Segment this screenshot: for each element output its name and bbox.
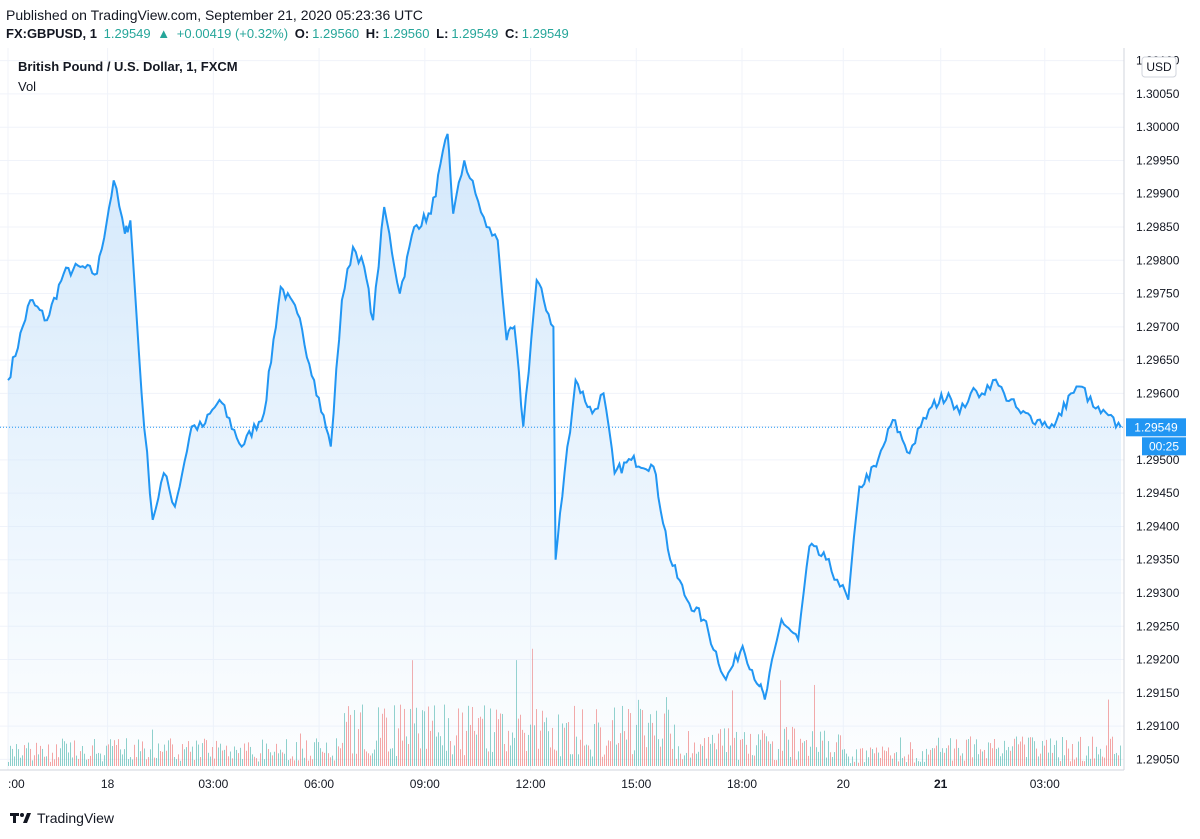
chart-title: British Pound / U.S. Dollar, 1, FXCM bbox=[18, 59, 238, 74]
time-tick-label: 06:00 bbox=[304, 777, 334, 791]
price-tick-label: 1.29350 bbox=[1136, 553, 1180, 567]
time-tick-label: 21 bbox=[934, 777, 948, 791]
tradingview-brand: TradingView bbox=[37, 810, 115, 826]
price-line bbox=[7, 133, 1122, 700]
price-tick-label: 1.29500 bbox=[1136, 453, 1180, 467]
last-price-tag-value: 1.29549 bbox=[1134, 420, 1178, 434]
price-tick-label: 1.29650 bbox=[1136, 353, 1180, 367]
price-tick-label: 1.30000 bbox=[1136, 120, 1180, 134]
currency-box: USD bbox=[1141, 56, 1177, 78]
symbol-label: FX:GBPUSD, 1 bbox=[6, 26, 98, 41]
time-axis: :00 18 03:00 06:00 09:00 12:00 15:00 18:00 20 21 0… bbox=[8, 777, 1060, 791]
open-value: 1.29560 bbox=[312, 26, 360, 41]
price-tick-label: 1.29600 bbox=[1136, 386, 1180, 400]
high-value: 1.29560 bbox=[382, 26, 430, 41]
quote-bar: FX:GBPUSD, 1 1.29549 ▲ +0.00419 (+0.32%)… bbox=[6, 26, 572, 41]
price-tick-label: 1.29150 bbox=[1136, 686, 1180, 700]
high-label: H: bbox=[365, 26, 380, 41]
change-value: +0.00419 (+0.32%) bbox=[176, 26, 289, 41]
volume-label: Vol bbox=[18, 79, 37, 94]
price-axis: 1.29050 1.29100 1.29150 1.29200 1.29250 1.293… bbox=[1136, 54, 1180, 767]
published-line: Published on TradingView.com, September … bbox=[6, 7, 423, 23]
countdown-value: 00:25 bbox=[1149, 439, 1179, 453]
price-tick-label: 1.29400 bbox=[1136, 519, 1180, 533]
time-tick-label: 18 bbox=[101, 777, 115, 791]
price-tick-label: 1.29900 bbox=[1136, 187, 1180, 201]
price-tick-label: 1.29700 bbox=[1136, 320, 1180, 334]
open-label: O: bbox=[294, 26, 310, 41]
close-label: C: bbox=[505, 26, 519, 41]
close-value: 1.29549 bbox=[521, 26, 569, 41]
price-tick-label: 1.29750 bbox=[1136, 287, 1180, 301]
low-label: L: bbox=[436, 26, 449, 41]
tradingview-logo[interactable]: TradingView bbox=[10, 810, 114, 826]
price-tick-label: 1.29450 bbox=[1136, 486, 1180, 500]
time-tick-label: 20 bbox=[837, 777, 851, 791]
time-tick-label: 18:00 bbox=[727, 777, 757, 791]
price-tick-label: 1.29100 bbox=[1136, 719, 1180, 733]
time-tick-label: 03:00 bbox=[198, 777, 228, 791]
price-tick-label: 1.29050 bbox=[1136, 752, 1180, 766]
currency-label: USD bbox=[1146, 60, 1172, 74]
price-tick-label: 1.29950 bbox=[1136, 153, 1180, 167]
price-tick-label: 1.30050 bbox=[1136, 87, 1180, 101]
price-tick-label: 1.29800 bbox=[1136, 253, 1180, 267]
price-tick-label: 1.29200 bbox=[1136, 653, 1180, 667]
time-tick-label: 03:00 bbox=[1030, 777, 1060, 791]
time-tick-label: 12:00 bbox=[516, 777, 546, 791]
price-tick-label: 1.29300 bbox=[1136, 586, 1180, 600]
price-tick-label: 1.29850 bbox=[1136, 220, 1180, 234]
price-area bbox=[8, 133, 1121, 766]
last-price: 1.29549 bbox=[103, 26, 151, 41]
time-tick-label: 15:00 bbox=[621, 777, 651, 791]
time-tick-label: :00 bbox=[8, 777, 25, 791]
last-price-tag: 1.29549 00:25 bbox=[1126, 418, 1186, 456]
low-value: 1.29549 bbox=[451, 26, 499, 41]
up-arrow-icon: ▲ bbox=[157, 26, 171, 41]
tradingview-logo-icon bbox=[10, 813, 31, 823]
price-tick-label: 1.29250 bbox=[1136, 619, 1180, 633]
time-tick-label: 09:00 bbox=[410, 777, 440, 791]
